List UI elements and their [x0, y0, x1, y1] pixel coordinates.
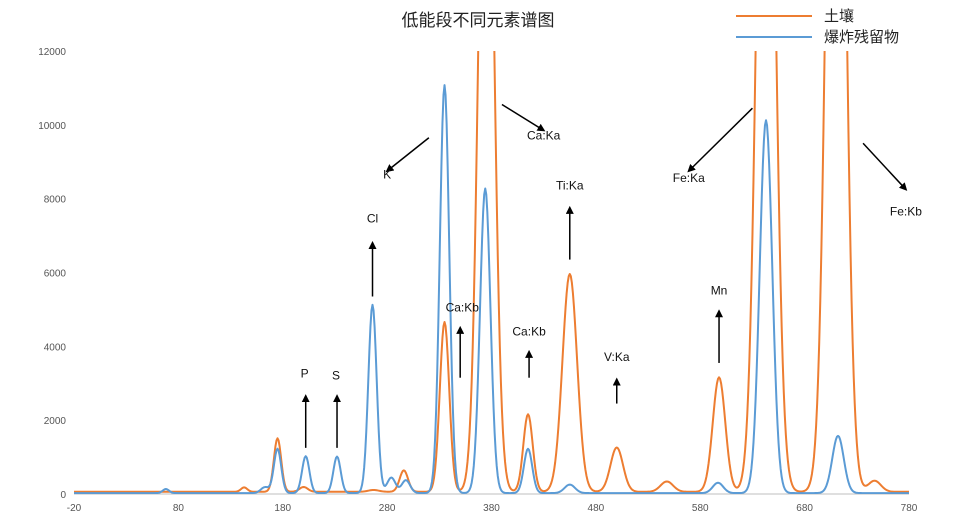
x-tick-label: 780 — [901, 503, 918, 514]
annotation-arrow — [501, 103, 546, 132]
annotation-arrow — [385, 137, 430, 173]
y-tick-label: 10000 — [38, 121, 66, 132]
annotation-label: Ti:Ka — [556, 178, 584, 192]
axes: -20 80 180 280 380 480 580 680 780 0 2000 4000 6000 8… — [38, 47, 918, 514]
legend-label: 土壤 — [824, 7, 854, 25]
x-tick-label: -20 — [67, 503, 82, 514]
annotation-label: P — [301, 367, 309, 381]
annotation-label: V:Ka — [604, 350, 630, 364]
x-tick-label: 280 — [379, 503, 396, 514]
chart-title: 低能段不同元素谱图 — [402, 11, 555, 31]
annotation-label: Fe:Kb — [890, 204, 922, 218]
y-tick-label: 2000 — [44, 416, 67, 427]
y-tick-label: 8000 — [44, 195, 67, 206]
annotation-label: Fe:Ka — [673, 171, 705, 185]
annotation-label: Cl — [367, 212, 378, 226]
annotation-label: S — [332, 369, 340, 383]
annotations: P S Cl K Ca:Kb Ca:Ka Ca:Kb Ti:Ka V:Ka Fe:Ka Mn Fe:K… — [301, 103, 922, 448]
y-tick-label: 4000 — [44, 342, 67, 353]
x-tick-label: 80 — [173, 503, 185, 514]
annotation-label: Mn — [711, 284, 728, 298]
y-tick-label: 12000 — [38, 47, 66, 58]
annotation-label: Ca:Kb — [512, 324, 546, 338]
series-line-0 — [74, 51, 909, 493]
annotation-arrow — [687, 107, 753, 173]
annotation-label: K — [383, 167, 391, 181]
x-tick-label: 680 — [796, 503, 813, 514]
y-tick-label: 0 — [60, 490, 66, 501]
x-tick-label: 380 — [483, 503, 500, 514]
annotation-label: Ca:Ka — [527, 129, 561, 143]
y-tick-label: 6000 — [44, 269, 67, 280]
x-tick-label: 180 — [274, 503, 291, 514]
x-tick-label: 480 — [588, 503, 605, 514]
series-group — [74, 51, 909, 494]
x-tick-label: 580 — [692, 503, 709, 514]
series-line-1 — [74, 84, 909, 494]
annotation-label: Ca:Kb — [446, 300, 480, 314]
legend-label: 爆炸残留物 — [824, 28, 899, 46]
annotation-arrow — [862, 142, 908, 191]
